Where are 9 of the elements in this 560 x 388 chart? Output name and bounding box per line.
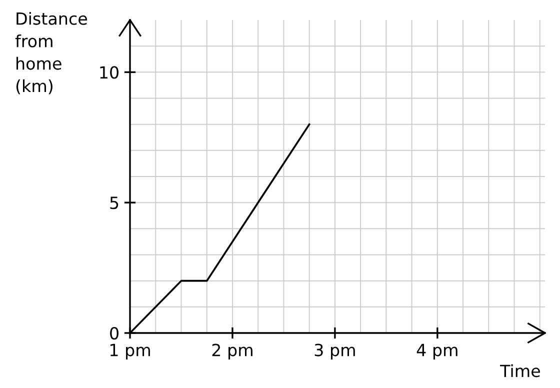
y-tick-label: 10	[100, 66, 118, 79]
y-axis-title: Distance from home (km)	[15, 12, 87, 94]
x-tick-label: 3 pm	[314, 344, 355, 360]
x-tick-label: 1 pm	[110, 344, 150, 360]
x-axis-title: Time	[500, 364, 540, 378]
x-tick-label: 2 pm	[212, 344, 252, 360]
y-tick-label: 5	[110, 196, 118, 210]
y-tick-label: 0	[110, 326, 118, 340]
x-tick-label: 4 pm	[416, 344, 458, 360]
